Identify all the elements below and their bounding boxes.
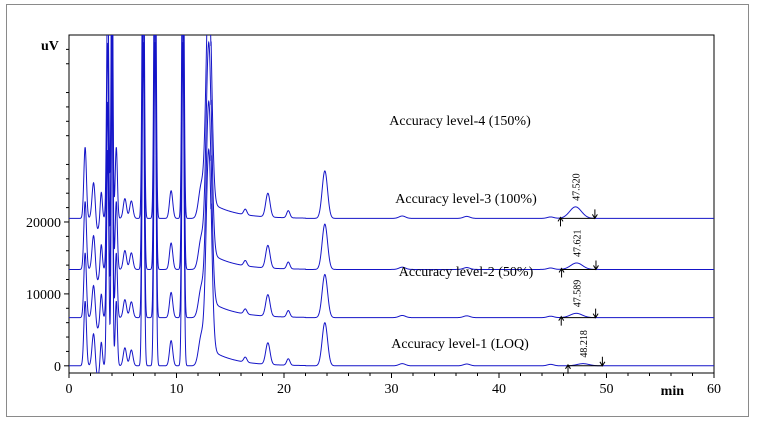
- peak-end-marker: [591, 209, 598, 220]
- x-tick-label: 40: [492, 382, 506, 397]
- trace-line-level-2: [69, 35, 714, 329]
- trace-label-level-1: Accuracy level-1 (LOQ): [391, 337, 529, 352]
- trace-line-level-4: [69, 35, 714, 230]
- peak-start-marker: [558, 267, 565, 278]
- retention-time-label: 47.520: [572, 173, 583, 201]
- retention-time-label: 48.218: [579, 330, 590, 358]
- peak-end-marker: [592, 308, 599, 319]
- trace-line-level-1: [69, 42, 714, 373]
- x-tick-label: 60: [707, 382, 721, 397]
- peak-start-marker: [558, 315, 565, 326]
- plot-area: [68, 34, 715, 374]
- x-tick-label: 30: [385, 382, 399, 397]
- trace-label-level-3: Accuracy level-3 (100%): [395, 192, 537, 207]
- x-tick-label: 20: [277, 382, 291, 397]
- x-tick-label: 0: [66, 382, 73, 397]
- peak-end-marker: [593, 260, 599, 271]
- chart-frame: [6, 4, 749, 417]
- y-axis-label: uV: [41, 39, 59, 54]
- peak-start-marker: [565, 363, 571, 374]
- trace-label-level-2: Accuracy level-2 (50%): [399, 265, 534, 280]
- y-tick-label: 20000: [26, 216, 61, 231]
- trace-label-level-4: Accuracy level-4 (150%): [389, 114, 531, 129]
- x-tick-label: 50: [600, 382, 614, 397]
- x-tick-label: 10: [170, 382, 184, 397]
- peak-end-marker: [599, 356, 606, 367]
- peak-start-marker: [557, 216, 564, 227]
- trace-line-level-3: [69, 35, 714, 281]
- y-tick-label: 0: [54, 360, 61, 375]
- retention-time-label: 47.589: [572, 280, 583, 308]
- retention-time-label: 47.621: [573, 229, 584, 257]
- y-tick-label: 10000: [26, 288, 61, 303]
- x-axis-label: min: [661, 384, 685, 399]
